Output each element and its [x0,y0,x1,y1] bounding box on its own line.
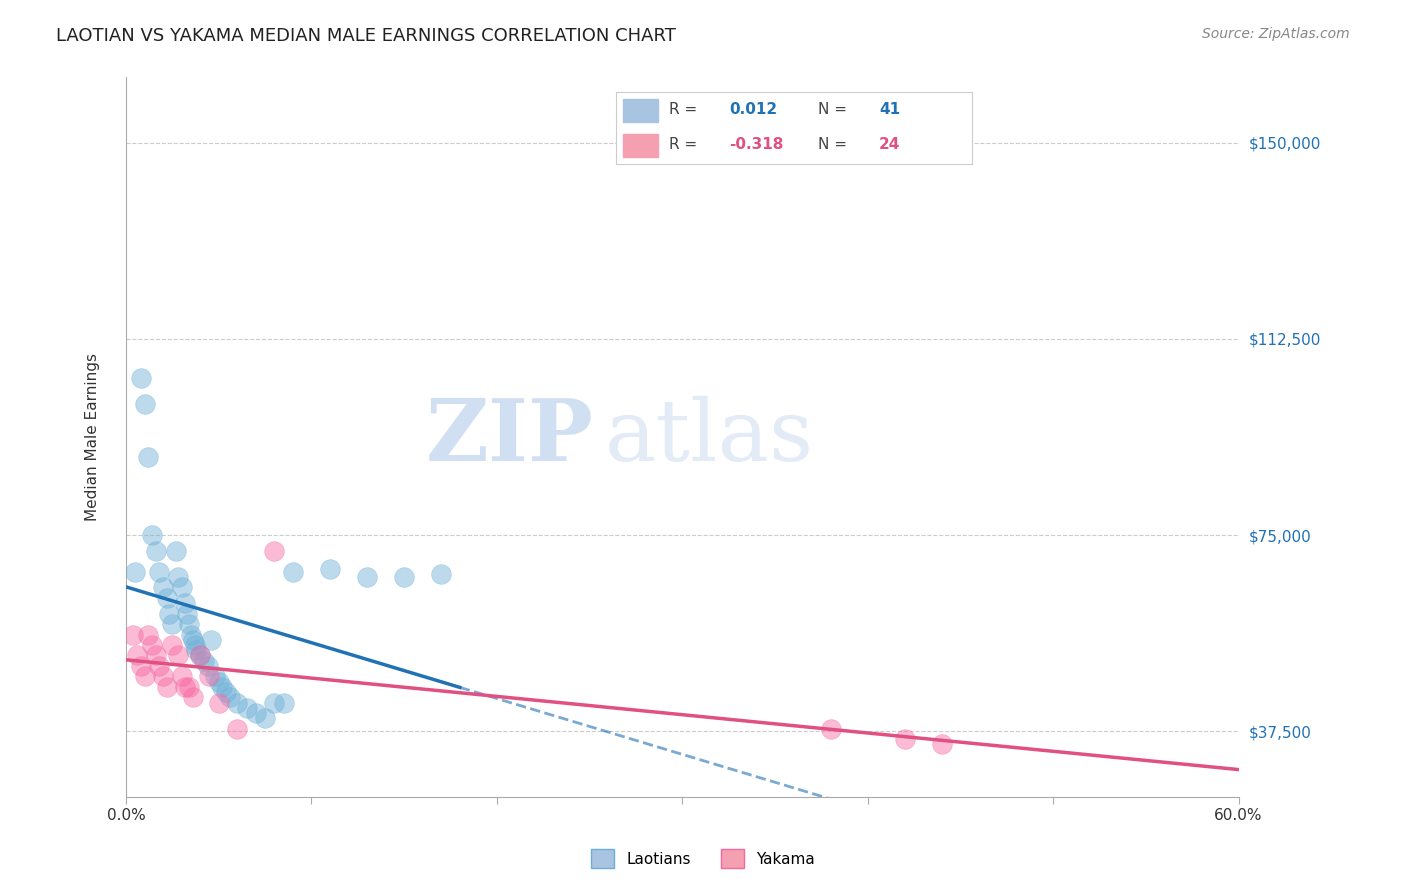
Point [141,638,163,652]
Point [152,581,174,595]
Y-axis label: Median Male Earnings: Median Male Earnings [86,353,100,521]
Point [177,617,200,632]
Point [127,648,149,663]
Point [145,544,167,558]
Text: ZIP: ZIP [426,395,593,479]
Point [263,696,285,710]
Point [170,669,193,683]
Point [254,711,277,725]
Point [134,669,156,683]
Point [820,722,842,736]
Point [263,544,285,558]
Point [167,648,190,663]
Point [198,669,221,683]
Text: LAOTIAN VS YAKAMA MEDIAN MALE EARNINGS CORRELATION CHART: LAOTIAN VS YAKAMA MEDIAN MALE EARNINGS C… [56,27,676,45]
Point [174,680,197,694]
Point [152,669,174,683]
Text: Source: ZipAtlas.com: Source: ZipAtlas.com [1202,27,1350,41]
Point [122,627,145,641]
Point [129,371,152,385]
Point [136,627,159,641]
Point [931,737,953,751]
Point [273,696,295,710]
Point [181,632,204,647]
Point [188,648,211,663]
Point [894,732,917,747]
Point [145,648,167,663]
Point [124,565,146,579]
Legend: Laotians, Yakama: Laotians, Yakama [583,841,823,875]
Point [174,596,197,610]
Point [148,659,170,673]
Point [430,567,453,582]
Point [226,696,249,710]
Point [200,632,222,647]
Point [183,638,205,652]
Point [208,696,231,710]
Point [177,680,200,694]
Point [129,659,152,673]
Point [148,565,170,579]
Point [156,591,179,605]
Point [226,722,249,736]
Point [356,570,378,584]
Point [197,659,219,673]
Point [165,544,187,558]
Point [235,700,257,714]
Point [319,562,342,576]
Point [181,690,204,705]
Point [162,617,184,632]
Point [157,607,180,621]
Point [211,680,233,694]
Point [180,627,202,641]
Point [281,565,304,579]
Point [218,690,240,705]
Point [167,570,190,584]
Point [170,581,193,595]
Point [162,638,184,652]
Point [188,648,211,663]
Point [215,685,238,699]
Point [186,643,208,657]
Point [392,570,415,584]
Point [204,669,226,683]
Point [136,450,159,464]
Point [134,397,156,411]
Point [245,706,267,720]
Point [141,528,163,542]
Point [208,674,231,689]
Point [156,680,179,694]
Point [193,654,215,668]
Point [176,607,198,621]
Text: atlas: atlas [605,395,814,479]
